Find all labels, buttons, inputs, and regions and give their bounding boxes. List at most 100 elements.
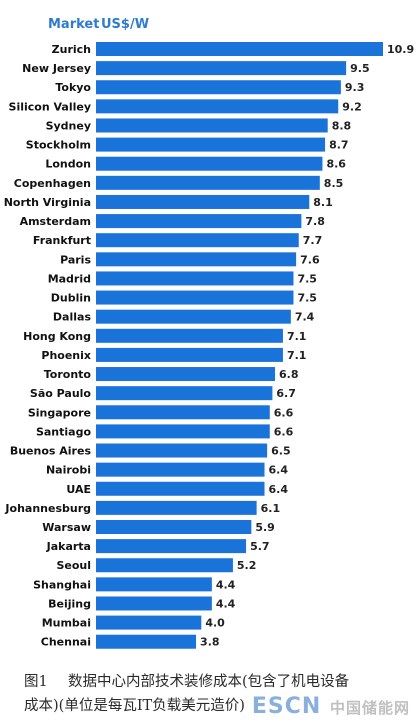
category-label: Sydney xyxy=(46,119,91,132)
bar xyxy=(96,500,257,515)
category-label: Santiago xyxy=(36,425,92,438)
caption-text-1: 数据中心内部技术装修成本(包含了机电设备 xyxy=(68,674,350,690)
value-label: 8.6 xyxy=(326,158,346,171)
value-label: 7.1 xyxy=(287,330,307,343)
category-label: Nairobi xyxy=(46,464,91,477)
value-label: 9.5 xyxy=(350,62,370,75)
bar xyxy=(96,175,320,190)
category-label: Shanghai xyxy=(33,578,91,591)
value-label: 5.2 xyxy=(237,559,256,572)
bar xyxy=(96,252,297,267)
bar-chart: Market US$/W Zurich 10.9 New Jersey 9.5 Tokyo 9… xyxy=(4,17,414,649)
bar xyxy=(96,347,283,362)
value-label: 6.4 xyxy=(269,483,289,496)
category-label: Dublin xyxy=(51,292,91,305)
category-label: Amsterdam xyxy=(20,215,91,228)
category-label: São Paulo xyxy=(30,387,92,400)
category-label: Jakarta xyxy=(46,540,91,553)
value-label: 6.6 xyxy=(274,406,294,419)
category-label: Frankfurt xyxy=(33,234,91,247)
value-label: 7.1 xyxy=(287,349,307,362)
bar xyxy=(96,443,268,458)
value-label: 3.8 xyxy=(200,636,220,649)
value-label: 4.4 xyxy=(216,597,236,610)
bar xyxy=(96,118,328,133)
value-label: 9.2 xyxy=(342,100,362,113)
value-label: 9.3 xyxy=(345,81,365,94)
value-label: 7.5 xyxy=(297,292,317,305)
bar xyxy=(96,309,291,324)
watermark-logo: ESCN 中国储能网 xyxy=(252,694,410,719)
watermark-site: 中国储能网 xyxy=(329,699,410,717)
value-label: 6.6 xyxy=(274,425,294,438)
caption-line-2: 成本)(单位是每瓦IT负载美元造价) xyxy=(24,698,245,714)
category-label: North Virginia xyxy=(4,196,91,209)
value-label: 6.7 xyxy=(276,387,296,400)
bar xyxy=(96,424,270,439)
watermark-brand: ESCN xyxy=(251,694,322,719)
caption-line-1: 图1 数据中心内部技术装修成本(包含了机电设备 xyxy=(24,670,404,694)
category-label: Stockholm xyxy=(26,139,91,152)
value-label: 4.4 xyxy=(216,578,236,591)
category-label: Singapore xyxy=(28,406,91,419)
category-label: Tokyo xyxy=(55,81,91,94)
category-label: Silicon Valley xyxy=(9,100,91,113)
value-label: 6.5 xyxy=(271,445,291,458)
bar xyxy=(96,405,270,420)
value-label: 4.0 xyxy=(205,617,225,630)
bar xyxy=(96,233,299,248)
bar xyxy=(96,214,302,229)
bar xyxy=(96,539,247,554)
bar xyxy=(96,194,310,209)
category-label: Beijing xyxy=(48,597,91,610)
value-label: 7.7 xyxy=(303,234,323,247)
bar xyxy=(96,481,265,496)
bar xyxy=(96,156,323,171)
bar xyxy=(96,558,233,573)
category-label: Mumbai xyxy=(42,617,91,630)
bar xyxy=(96,367,276,382)
value-label: 6.1 xyxy=(261,502,281,515)
bar xyxy=(96,520,252,534)
value-label: 7.4 xyxy=(295,311,315,324)
category-label: New Jersey xyxy=(22,62,91,75)
category-label: London xyxy=(45,158,91,171)
category-label: Hong Kong xyxy=(23,330,91,343)
value-label: 5.9 xyxy=(255,521,275,534)
bar xyxy=(96,99,339,114)
value-label: 8.8 xyxy=(332,119,352,132)
value-label: 8.7 xyxy=(329,139,349,152)
category-label: Paris xyxy=(60,253,91,266)
category-label: UAE xyxy=(66,483,91,496)
value-label: 8.1 xyxy=(313,196,333,209)
bar xyxy=(96,80,341,95)
category-label: Copenhagen xyxy=(14,177,91,190)
bar xyxy=(96,596,212,611)
category-label: Seoul xyxy=(56,559,91,572)
header-market-label: Market xyxy=(48,17,99,32)
bar xyxy=(96,42,383,56)
category-label: Johannesburg xyxy=(4,502,91,515)
bar xyxy=(96,137,326,152)
value-label: 8.5 xyxy=(324,177,344,190)
category-label: Dallas xyxy=(53,311,92,324)
value-label: 7.6 xyxy=(300,253,320,266)
bar xyxy=(96,61,347,76)
bar xyxy=(96,462,265,477)
category-label: Toronto xyxy=(44,368,92,381)
value-label: 7.8 xyxy=(305,215,325,228)
bar xyxy=(96,328,283,343)
value-label: 6.8 xyxy=(279,368,299,381)
category-label: Buenos Aires xyxy=(10,445,92,458)
value-label: 5.7 xyxy=(250,540,270,553)
value-label: 10.9 xyxy=(387,43,414,56)
value-label: 6.4 xyxy=(269,464,289,477)
header-unit-label: US$/W xyxy=(101,17,149,32)
bar xyxy=(96,386,273,401)
bar xyxy=(96,634,197,649)
value-label: 7.5 xyxy=(297,272,317,285)
category-label: Chennai xyxy=(41,636,91,649)
bar xyxy=(96,577,212,592)
category-label: Phoenix xyxy=(41,349,91,362)
bar-chart-svg: Market US$/W Zurich 10.9 New Jersey 9.5 Tokyo 9… xyxy=(4,17,414,649)
